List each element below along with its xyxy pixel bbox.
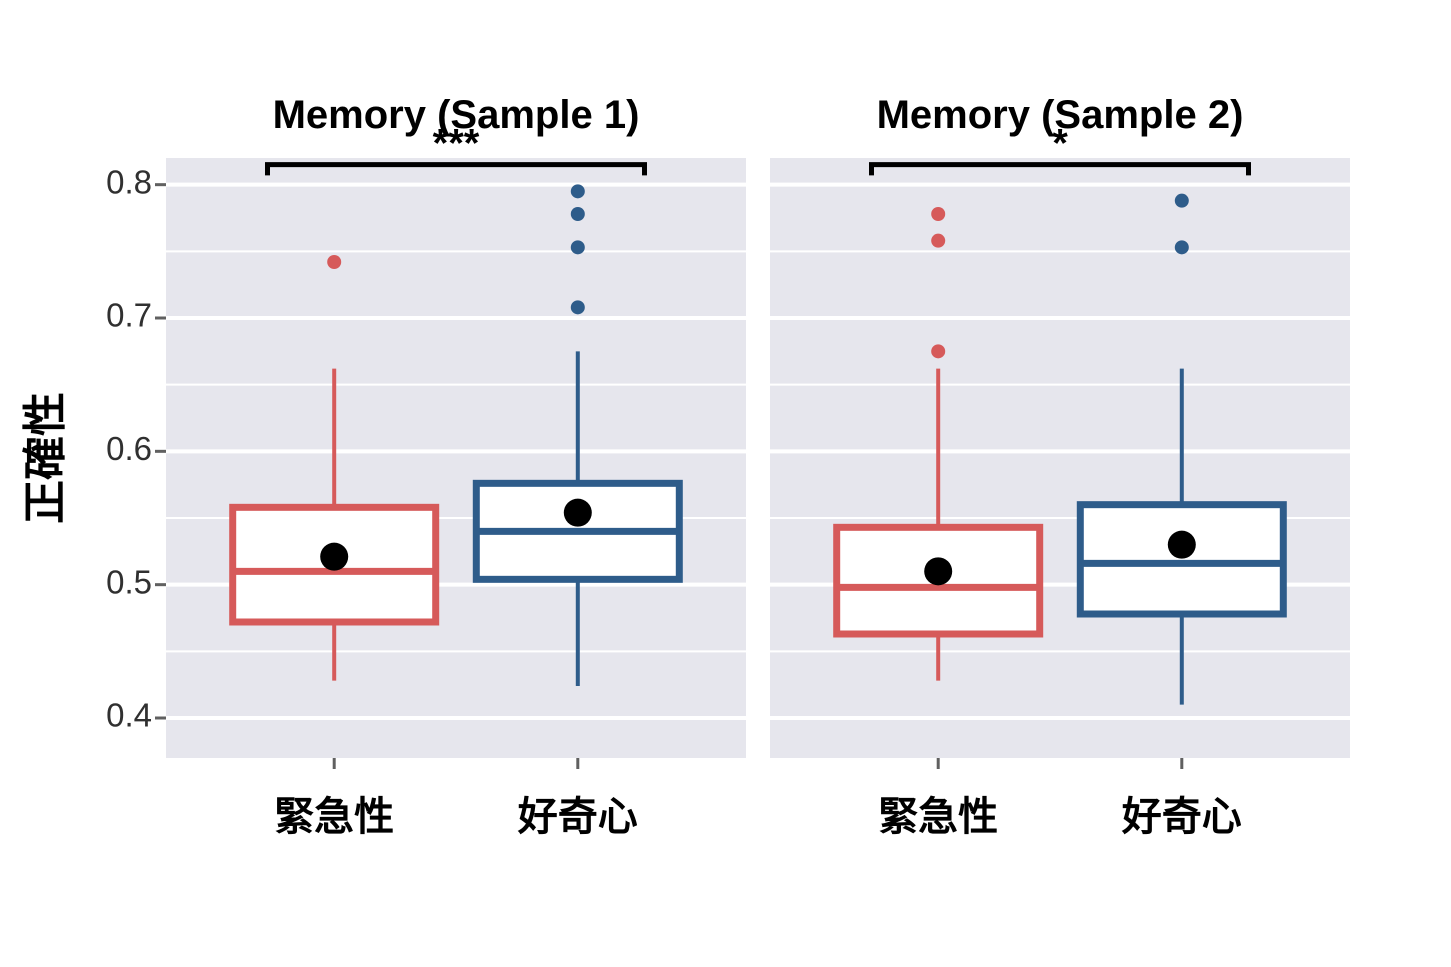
outlier-dot — [571, 240, 585, 254]
chart-container: 正確性0.40.50.60.70.8Memory (Sample 1)***緊急… — [0, 0, 1451, 967]
panel-0: 0.40.50.60.70.8Memory (Sample 1)***緊急性好奇… — [106, 93, 746, 839]
y-tick-label: 0.4 — [106, 697, 152, 734]
outlier-dot — [571, 207, 585, 221]
y-axis-label: 正確性 — [21, 392, 70, 524]
outlier-dot — [931, 234, 945, 248]
outlier-dot — [327, 255, 341, 269]
x-tick-label: 好奇心 — [1121, 795, 1242, 839]
outlier-dot — [931, 207, 945, 221]
outlier-dot — [931, 344, 945, 358]
y-tick-label: 0.7 — [106, 297, 152, 334]
mean-dot — [320, 543, 348, 571]
outlier-dot — [1175, 194, 1189, 208]
y-tick-label: 0.6 — [106, 430, 152, 467]
mean-dot — [1168, 531, 1196, 559]
y-tick-label: 0.5 — [106, 563, 152, 600]
outlier-dot — [1175, 240, 1189, 254]
significance-label: *** — [433, 122, 480, 166]
mean-dot — [924, 557, 952, 585]
boxplot-chart: 正確性0.40.50.60.70.8Memory (Sample 1)***緊急… — [0, 0, 1451, 967]
y-tick-label: 0.8 — [106, 163, 152, 200]
significance-label: * — [1052, 122, 1068, 166]
mean-dot — [564, 499, 592, 527]
outlier-dot — [571, 184, 585, 198]
x-tick-label: 好奇心 — [517, 795, 638, 839]
x-tick-label: 緊急性 — [274, 795, 394, 839]
outlier-dot — [571, 300, 585, 314]
box — [1080, 505, 1283, 614]
x-tick-label: 緊急性 — [878, 795, 998, 839]
panel-1: Memory (Sample 2)*緊急性好奇心 — [770, 93, 1350, 839]
